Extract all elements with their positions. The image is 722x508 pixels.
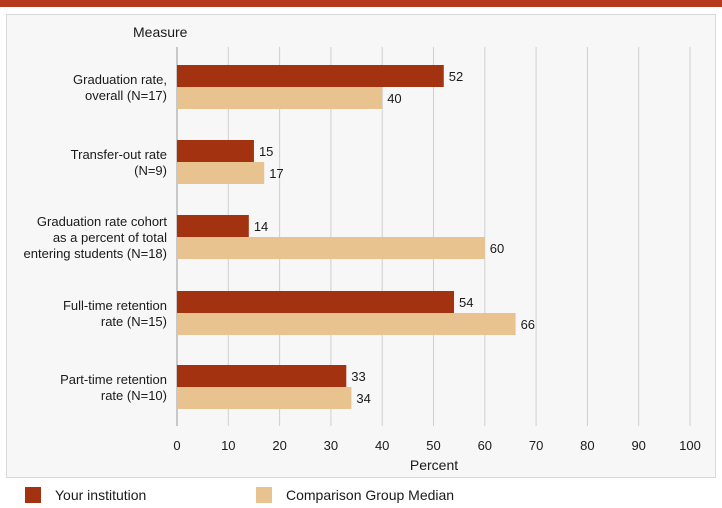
data-label-institution: 33 xyxy=(351,369,365,384)
x-tick-label: 90 xyxy=(631,438,645,453)
data-label-comparison: 66 xyxy=(521,317,535,332)
legend-item-comparison: Comparison Group Median xyxy=(256,487,454,508)
category-label: rate (N=15) xyxy=(101,314,167,329)
bar-institution xyxy=(177,291,455,313)
x-axis-title: Percent xyxy=(410,457,458,473)
category-label: Part-time retention xyxy=(60,372,167,387)
category-label: Full-time retention xyxy=(63,298,167,313)
data-label-institution: 15 xyxy=(259,144,273,159)
category-axis-title: Measure xyxy=(133,24,188,40)
category-label: Graduation rate, xyxy=(73,72,167,87)
data-label-comparison: 17 xyxy=(269,166,283,181)
category-label: (N=9) xyxy=(134,163,167,178)
data-label-institution: 54 xyxy=(459,295,473,310)
legend-label-comparison: Comparison Group Median xyxy=(286,487,455,503)
data-label-comparison: 60 xyxy=(490,241,504,256)
x-tick-label: 60 xyxy=(478,438,492,453)
category-label: entering students (N=18) xyxy=(24,246,167,261)
bar-institution xyxy=(177,215,249,237)
x-tick-label: 40 xyxy=(375,438,389,453)
data-label-institution: 14 xyxy=(254,219,268,234)
data-label-comparison: 40 xyxy=(387,91,401,106)
bar-comparison xyxy=(177,87,383,109)
bar-institution xyxy=(177,140,254,162)
data-label-institution: 52 xyxy=(449,69,463,84)
category-label: rate (N=10) xyxy=(101,388,167,403)
top-accent-bar xyxy=(0,0,722,7)
x-tick-label: 10 xyxy=(221,438,235,453)
legend-item-institution: Your institution xyxy=(25,487,146,508)
category-label: as a percent of total xyxy=(53,230,167,245)
legend-label-institution: Your institution xyxy=(55,487,147,503)
legend-swatch-institution xyxy=(25,487,41,503)
bar-comparison xyxy=(177,313,516,335)
data-label-comparison: 34 xyxy=(356,391,370,406)
bar-institution xyxy=(177,65,444,87)
x-tick-label: 20 xyxy=(272,438,286,453)
bar-comparison xyxy=(177,237,485,259)
category-label: Transfer-out rate xyxy=(71,147,167,162)
x-tick-label: 50 xyxy=(426,438,440,453)
bar-comparison xyxy=(177,387,352,409)
x-tick-label: 100 xyxy=(679,438,701,453)
x-tick-label: 70 xyxy=(529,438,543,453)
x-tick-label: 30 xyxy=(324,438,338,453)
x-tick-label: 80 xyxy=(580,438,594,453)
legend-swatch-comparison xyxy=(256,487,272,503)
category-label: Graduation rate cohort xyxy=(37,214,167,229)
bar-comparison xyxy=(177,162,265,184)
bar-institution xyxy=(177,365,347,387)
x-tick-label: 0 xyxy=(173,438,180,453)
category-label: overall (N=17) xyxy=(85,88,167,103)
